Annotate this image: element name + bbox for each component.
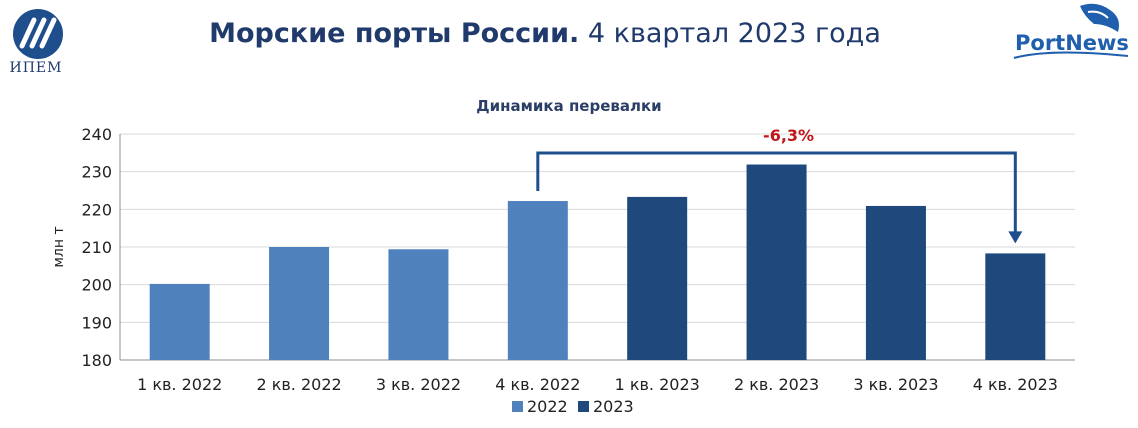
- x-tick-label: 4 кв. 2022: [495, 375, 580, 394]
- annotation-label: -6,3%: [763, 126, 814, 145]
- bar: [985, 253, 1046, 360]
- title-bold: Морские порты России.: [209, 18, 580, 49]
- x-tick-label: 2 кв. 2022: [256, 375, 341, 394]
- y-tick-label: 240: [81, 125, 112, 144]
- ipem-logo-text: ИПЕМ: [9, 60, 63, 76]
- legend-label: 2022: [527, 397, 568, 416]
- bar: [149, 283, 210, 360]
- x-tick-label: 3 кв. 2023: [853, 375, 938, 394]
- title-rest: 4 квартал 2023 года: [587, 18, 881, 49]
- y-tick-label: 220: [81, 200, 112, 219]
- chart-title: Динамика перевалки: [476, 97, 662, 115]
- bar: [746, 164, 807, 360]
- portnews-logo-text: PortNews: [1015, 31, 1129, 55]
- legend-swatch: [578, 401, 589, 412]
- y-tick-label: 200: [81, 276, 112, 295]
- bar: [627, 196, 688, 360]
- y-tick-label: 230: [81, 163, 112, 182]
- bar: [865, 205, 926, 360]
- annotation-arrowhead: [1008, 231, 1023, 244]
- x-tick-label: 1 кв. 2023: [615, 375, 700, 394]
- bar: [388, 249, 449, 360]
- bar: [507, 201, 568, 360]
- y-axis-label: млн т: [51, 226, 67, 267]
- y-tick-label: 190: [81, 313, 112, 332]
- portnews-logo-icon: [1013, 3, 1129, 59]
- x-tick-label: 4 кв. 2023: [973, 375, 1058, 394]
- annotation-bracket: [536, 151, 1017, 234]
- y-tick-label: 210: [81, 238, 112, 257]
- x-tick-label: 2 кв. 2023: [734, 375, 819, 394]
- legend-swatch: [512, 401, 523, 412]
- y-tick-label: 180: [81, 351, 112, 370]
- page-title: Морские порты России. 4 квартал 2023 год…: [0, 18, 1090, 49]
- bar: [269, 247, 330, 360]
- ipem-logo-icon: [13, 9, 63, 59]
- x-tick-label: 1 кв. 2022: [137, 375, 222, 394]
- x-tick-label: 3 кв. 2022: [376, 375, 461, 394]
- legend-label: 2023: [593, 397, 634, 416]
